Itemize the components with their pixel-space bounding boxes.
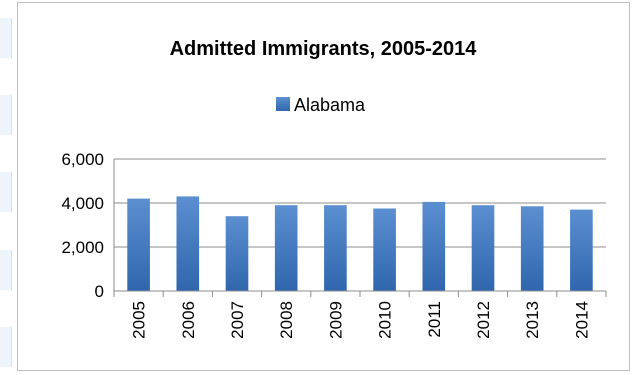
x-tick-label: 2008 [277,301,296,339]
y-tick-label: 2,000 [61,238,104,257]
bar-2005 [127,198,150,291]
bar-2013 [520,206,544,291]
x-tick-label: 2006 [179,301,198,339]
x-tick-label: 2014 [572,301,591,339]
legend: Alabama [276,95,366,115]
legend-label: Alabama [294,95,366,115]
bar-2010 [373,208,396,291]
y-axis-tick-labels: 0 2,000 4,000 6,000 [61,150,104,301]
bar-2009 [324,205,347,291]
sheet-strip-segment [0,18,12,58]
x-tick-label: 2009 [326,301,345,339]
y-tick-label: 6,000 [61,150,104,169]
chart-canvas: Admitted Immigrants, 2005-2014 Alabama 0… [61,38,607,339]
axes [113,159,607,297]
bar-2014 [570,209,593,291]
y-tick-label: 0 [95,282,104,301]
chart-frame[interactable]: Admitted Immigrants, 2005-2014 Alabama 0… [17,2,630,371]
legend-swatch [276,97,290,111]
x-tick-label: 2007 [228,301,247,339]
bar-2011 [422,201,446,291]
bar-2012 [471,205,495,291]
bar-2008 [274,205,298,291]
x-tick-label: 2010 [376,301,395,339]
bar-2006 [176,196,200,291]
x-axis-tick-labels: 2005 2006 2007 2008 2009 2010 2011 2012 2013 2014 [130,301,592,339]
x-tick-label: 2011 [425,301,444,338]
y-tick-label: 4,000 [61,194,104,213]
sheet-strip-segment [0,250,12,290]
x-tick-label: 2013 [523,301,542,339]
x-tick-label: 2005 [130,301,149,339]
chart-title: Admitted Immigrants, 2005-2014 [170,38,478,60]
sheet-strip-segment [0,172,12,212]
left-sheet-strip [0,0,16,375]
x-tick-label: 2012 [474,301,493,339]
bar-series [127,196,593,291]
sheet-strip-segment [0,327,12,367]
bar-2007 [225,216,249,291]
sheet-strip-segment [0,95,12,135]
